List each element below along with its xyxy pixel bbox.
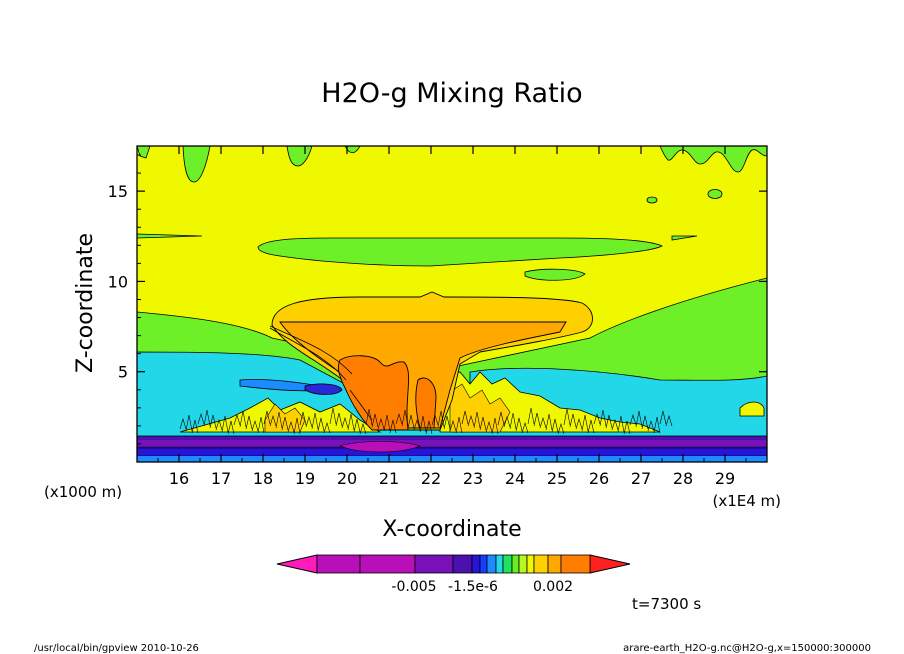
y-tick-label: 5: [118, 363, 128, 382]
colorbar-label: -1.5e-6: [448, 579, 498, 595]
colorbar-segment: [526, 554, 535, 574]
colorbar-segment: [560, 554, 591, 574]
footer-right: arare-earth_H2O-g.nc@H2O-g,x=150000:3000…: [623, 643, 871, 654]
colorbar-segment: [471, 554, 481, 574]
x-axis-unit: (x1E4 m): [712, 492, 781, 510]
colorbar-segment: [495, 554, 504, 574]
x-tick-label: 21: [379, 469, 399, 488]
contour-surface-magenta: [339, 441, 421, 453]
contour-upper-green: [137, 233, 698, 267]
x-tick-label: 28: [673, 469, 693, 488]
x-tick-label: 26: [589, 469, 609, 488]
colorbar-segment: [547, 554, 562, 574]
y-axis: 5 10 15: [108, 154, 767, 445]
colorbar-label: -0.005: [391, 579, 436, 595]
x-tick-label: 18: [253, 469, 273, 488]
contour-dark-blue-patch: [304, 383, 343, 395]
surface-noise-lines: [179, 407, 673, 435]
x-tick-label: 16: [169, 469, 189, 488]
x-tick-label: 23: [463, 469, 483, 488]
y-tick-label: 15: [108, 182, 128, 201]
surface-noise: [179, 407, 673, 435]
colorbar: [276, 554, 631, 574]
contour-deep-core: [337, 355, 437, 431]
x-axis: 16 17 18 19 20 21 22 23 24 25 26 27 28 29: [157, 146, 747, 488]
colorbar-segment: [502, 554, 513, 574]
x-axis-label: X-coordinate: [382, 517, 521, 542]
colorbar-segment: [486, 554, 497, 574]
x-tick-label: 29: [715, 469, 735, 488]
x-tick-label: 25: [547, 469, 567, 488]
contour-upper-green-lobe: [524, 268, 586, 281]
contour-plot: [137, 146, 767, 462]
anvil-contour-lines: [269, 321, 566, 421]
colorbar-label: 0.002: [533, 579, 573, 595]
y-axis-unit: (x1000 m): [44, 483, 122, 501]
contour-surface-purple: [137, 440, 767, 446]
contour-surface-blue: [137, 447, 767, 457]
x-tick-label: 22: [421, 469, 441, 488]
contour-top-bumps: [137, 146, 767, 204]
colorbar-segment: [359, 554, 416, 574]
colorbar-segment: [479, 554, 488, 574]
contour-cyan: [137, 351, 767, 462]
contour-anvil-core: [279, 321, 567, 429]
y-tick-label: 10: [108, 272, 128, 291]
colorbar-segment: [452, 554, 473, 574]
colorbar-high-end: [589, 554, 631, 574]
chart-title: H2O-g Mixing Ratio: [321, 78, 582, 109]
time-label: t=7300 s: [632, 595, 701, 613]
x-tick-label: 17: [211, 469, 231, 488]
colorbar-segment: [518, 554, 528, 574]
x-tick-label: 24: [505, 469, 525, 488]
colorbar-labels: -0.005 -1.5e-6 0.002: [391, 579, 573, 595]
x-tick-label: 19: [295, 469, 315, 488]
footer-left: /usr/local/bin/gpview 2010-10-26: [34, 643, 199, 654]
y-axis-label: Z-coordinate: [73, 233, 98, 373]
colorbar-segment: [533, 554, 549, 574]
x-tick-label: 20: [337, 469, 357, 488]
colorbar-segment: [316, 554, 361, 574]
colorbar-segment: [511, 554, 520, 574]
colorbar-low-end: [276, 554, 318, 574]
colorbar-segment: [414, 554, 454, 574]
x-tick-label: 27: [631, 469, 651, 488]
